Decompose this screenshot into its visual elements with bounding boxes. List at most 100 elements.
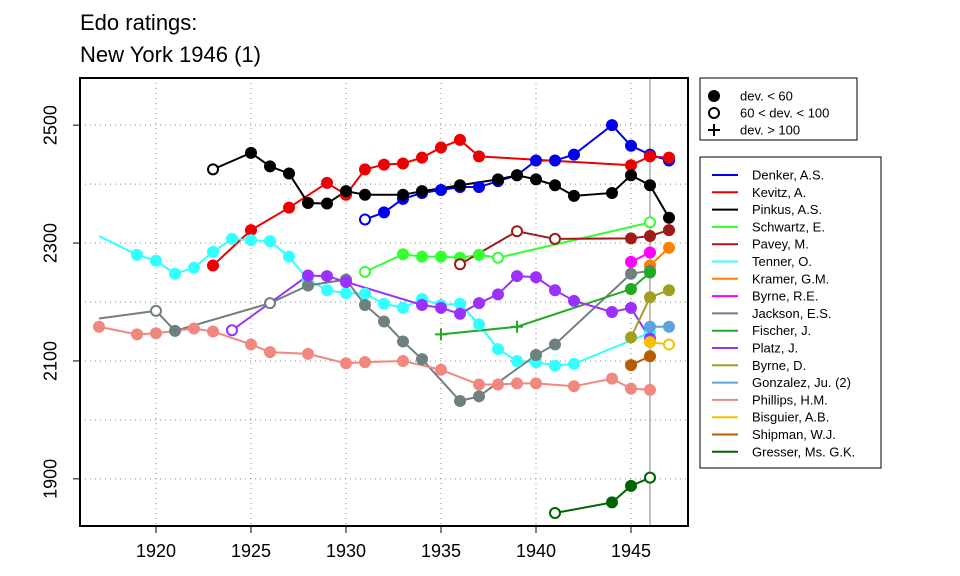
- data-point-kevitz-a: [245, 224, 257, 237]
- data-point-fischer-j: [511, 320, 523, 333]
- data-point-schwartz-e: [473, 248, 485, 261]
- data-point-tenner-o: [245, 234, 257, 247]
- data-point-pavey-m: [549, 232, 561, 245]
- data-point-pavey-m: [644, 229, 656, 242]
- data-point-denker-a-s: [435, 184, 447, 196]
- data-point-phillips-h-m: [530, 377, 542, 390]
- data-point-jackson-e-s: [150, 304, 162, 317]
- data-point-bisguier-a-b: [663, 338, 675, 351]
- data-point-pinkus-a-s: [606, 186, 618, 199]
- data-point-phillips-h-m: [397, 354, 409, 367]
- data-point-denker-a-s: [530, 154, 542, 167]
- data-point-tenner-o: [283, 250, 295, 263]
- data-point-jackson-e-s: [473, 390, 485, 403]
- data-point-platz-j: [511, 270, 523, 283]
- data-point-pinkus-a-s: [359, 188, 371, 201]
- marker-legend-symbol: [708, 90, 720, 102]
- series-points: [93, 119, 675, 520]
- data-point-kevitz-a: [663, 151, 675, 164]
- data-point-fischer-j: [435, 328, 447, 341]
- data-point-phillips-h-m: [359, 356, 371, 369]
- data-point-pinkus-a-s: [416, 185, 428, 198]
- data-point-phillips-h-m: [473, 378, 485, 391]
- chart-subtitle: New York 1946 (1): [80, 42, 261, 67]
- marker-legend-symbol: [708, 124, 720, 136]
- data-point-platz-j: [625, 301, 637, 314]
- legend-label-byrne-r-e: Byrne, R.E.: [752, 289, 818, 304]
- data-point-tenner-o: [340, 287, 352, 300]
- data-point-phillips-h-m: [188, 322, 200, 335]
- legend-label-byrne-d: Byrne, D.: [752, 358, 806, 373]
- data-point-pinkus-a-s: [568, 189, 580, 202]
- data-point-kevitz-a: [283, 201, 295, 214]
- data-point-phillips-h-m: [435, 363, 447, 376]
- data-point-pinkus-a-s: [625, 169, 637, 182]
- data-point-jackson-e-s: [625, 267, 637, 280]
- data-point-pinkus-a-s: [397, 188, 409, 201]
- data-point-pinkus-a-s: [644, 179, 656, 192]
- data-point-pinkus-a-s: [549, 179, 561, 192]
- marker-legend-label: 60 < dev. < 100: [740, 106, 829, 121]
- data-point-tenner-o: [321, 284, 333, 297]
- data-point-tenner-o: [359, 287, 371, 300]
- data-point-denker-a-s: [473, 181, 485, 194]
- data-point-jackson-e-s: [378, 315, 390, 328]
- data-point-gresser-ms-g-k: [625, 479, 637, 492]
- data-point-tenner-o: [188, 261, 200, 274]
- chart-title: Edo ratings:: [80, 10, 198, 35]
- data-point-phillips-h-m: [625, 382, 637, 395]
- data-point-pinkus-a-s: [511, 169, 523, 182]
- data-point-gonzalez-ju-2: [663, 320, 675, 333]
- legend-label-pavey-m: Pavey, M.: [752, 237, 809, 252]
- legend-label-phillips-h-m: Phillips, H.M.: [752, 392, 828, 407]
- data-point-pavey-m: [511, 225, 523, 238]
- legend-label-platz-j: Platz, J.: [752, 341, 798, 356]
- data-point-pavey-m: [454, 258, 466, 271]
- axes: 1920 1925 1930 1935 1940 1945 1900 2100 2300 2500: [41, 105, 651, 561]
- data-point-jackson-e-s: [549, 338, 561, 351]
- legend-label-kramer-g-m: Kramer, G.M.: [752, 271, 829, 286]
- x-tick-label: 1930: [326, 541, 366, 561]
- data-point-tenner-o: [492, 343, 504, 356]
- data-point-jackson-e-s: [530, 349, 542, 362]
- data-point-platz-j: [568, 294, 580, 307]
- data-point-phillips-h-m: [93, 320, 105, 333]
- legend-label-bisguier-a-b: Bisguier, A.B.: [752, 410, 829, 425]
- legend-label-shipman-w-j: Shipman, W.J.: [752, 427, 836, 442]
- data-point-jackson-e-s: [416, 353, 428, 366]
- data-point-tenner-o: [226, 232, 238, 245]
- data-point-tenner-o: [454, 297, 466, 310]
- data-point-denker-a-s: [378, 206, 390, 219]
- data-point-platz-j: [226, 324, 238, 337]
- x-tick-label: 1920: [136, 541, 176, 561]
- data-point-phillips-h-m: [245, 338, 257, 351]
- marker-legend-box: [699, 77, 858, 141]
- data-point-kevitz-a: [625, 159, 637, 172]
- data-point-platz-j: [340, 275, 352, 288]
- data-point-platz-j: [302, 269, 314, 282]
- data-point-phillips-h-m: [606, 372, 618, 385]
- data-point-pinkus-a-s: [530, 173, 542, 186]
- legend-label-gonzalez-ju-2: Gonzalez, Ju. (2): [752, 375, 851, 390]
- data-point-tenner-o: [378, 297, 390, 310]
- legend-label-tenner-o: Tenner, O.: [752, 254, 812, 269]
- data-point-tenner-o: [397, 301, 409, 314]
- legend-label-kevitz-a: Kevitz, A.: [752, 185, 806, 200]
- data-point-denker-a-s: [359, 213, 371, 226]
- marker-legend: dev. < 60 60 < dev. < 100 dev. > 100: [699, 77, 858, 141]
- legend-label-pinkus-a-s: Pinkus, A.S.: [752, 202, 822, 217]
- data-point-gonzalez-ju-2: [644, 320, 656, 333]
- data-point-byrne-r-e: [644, 246, 656, 259]
- data-point-phillips-h-m: [492, 378, 504, 391]
- data-point-schwartz-e: [416, 250, 428, 263]
- x-tick-label: 1945: [611, 541, 651, 561]
- series-line-jackson-e-s: [98, 269, 651, 403]
- data-point-byrne-d: [663, 284, 675, 297]
- data-point-jackson-e-s: [359, 298, 371, 311]
- series-line-tenner-o: [98, 235, 651, 367]
- data-point-platz-j: [435, 301, 447, 314]
- data-point-platz-j: [492, 288, 504, 301]
- data-point-pinkus-a-s: [454, 179, 466, 192]
- legend-label-denker-a-s: Denker, A.S.: [752, 168, 824, 183]
